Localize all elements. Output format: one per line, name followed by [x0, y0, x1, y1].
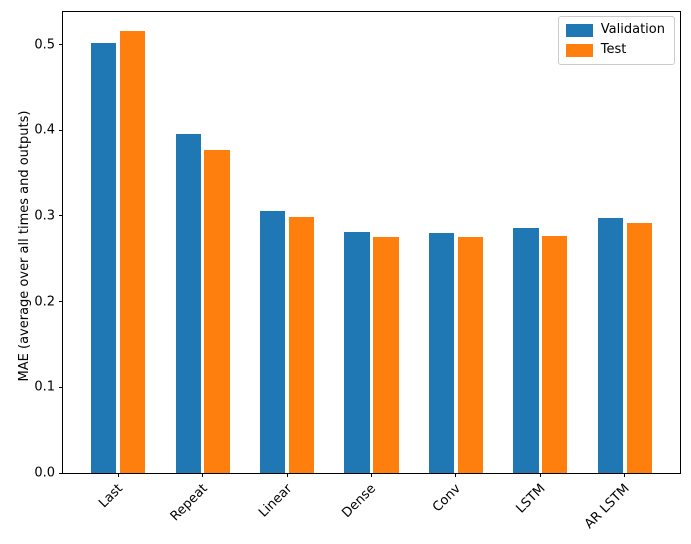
- bar-test-dense: [373, 236, 399, 473]
- y-tick-mark: [59, 301, 63, 303]
- y-tick-mark: [59, 215, 63, 217]
- legend-entry-validation: Validation: [565, 22, 665, 37]
- bar-validation-lstm: [513, 227, 539, 473]
- bar-validation-dense: [344, 232, 370, 473]
- x-tick-label: Last: [96, 481, 126, 512]
- x-tick-label: Dense: [339, 481, 380, 521]
- y-tick-mark: [59, 129, 63, 131]
- y-tick-mark: [59, 472, 63, 474]
- test-swatch-icon: [565, 43, 593, 57]
- y-tick-label: 0.2: [34, 294, 55, 310]
- bar-test-ar-lstm: [626, 222, 652, 473]
- bar-validation-repeat: [175, 133, 201, 473]
- y-tick-label: 0.0: [34, 465, 55, 481]
- y-tick-mark: [59, 44, 63, 46]
- legend: Validation Test: [557, 16, 675, 65]
- bar-validation-linear: [259, 210, 286, 473]
- x-tick-mark: [286, 473, 288, 477]
- legend-label-validation: Validation: [600, 22, 665, 37]
- x-tick-label: Repeat: [167, 481, 211, 525]
- x-tick-label: Conv: [429, 481, 464, 516]
- legend-label-test: Test: [600, 42, 627, 58]
- y-tick-label: 0.4: [34, 122, 55, 138]
- x-tick-label: Linear: [255, 481, 295, 521]
- validation-swatch-icon: [565, 23, 593, 37]
- y-tick-label: 0.5: [34, 37, 55, 53]
- x-tick-mark: [624, 473, 626, 477]
- legend-entry-test: Test: [565, 42, 665, 58]
- bar-test-last: [119, 30, 146, 473]
- x-tick-mark: [539, 473, 541, 477]
- x-tick-mark: [455, 473, 457, 477]
- bar-validation-last: [91, 42, 117, 473]
- bar-test-repeat: [204, 149, 230, 473]
- x-tick-mark: [117, 473, 119, 477]
- bar-validation-conv: [428, 233, 455, 473]
- y-axis-title-text: MAE (average over all times and outputs): [17, 110, 32, 382]
- plot-area: MAE (average over all times and outputs)…: [17, 11, 681, 532]
- y-tick-label: 0.3: [34, 208, 55, 224]
- y-tick-label: 0.1: [34, 379, 55, 395]
- bar-test-conv: [457, 237, 483, 473]
- x-tick-label: AR LSTM: [582, 481, 633, 533]
- x-tick-mark: [371, 473, 372, 477]
- bar-test-linear: [288, 216, 315, 473]
- bar-test-lstm: [542, 235, 568, 473]
- y-tick-mark: [59, 386, 63, 388]
- x-tick-label: LSTM: [513, 481, 549, 517]
- x-tick-mark: [202, 473, 204, 477]
- bar-validation-ar-lstm: [597, 217, 624, 473]
